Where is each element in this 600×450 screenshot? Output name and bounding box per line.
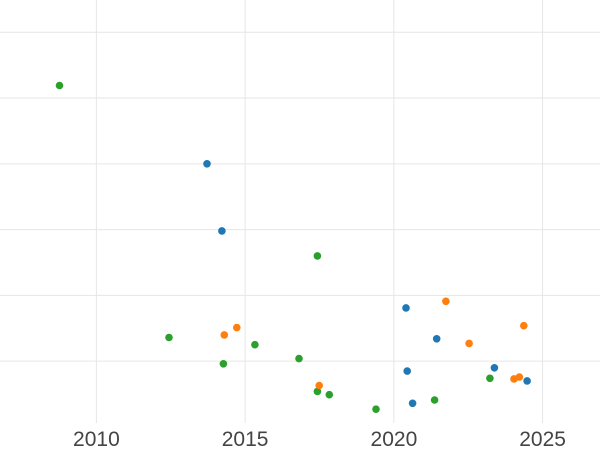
data-point-series-green bbox=[295, 354, 303, 363]
data-point-series-green bbox=[430, 396, 439, 404]
data-point-series-orange bbox=[442, 297, 450, 306]
data-point-series-green bbox=[486, 374, 494, 383]
x-tick-label: 2010 bbox=[73, 428, 120, 450]
x-tick-label: 2020 bbox=[371, 428, 418, 450]
data-point-series-blue bbox=[490, 364, 499, 372]
data-point-series-orange bbox=[465, 339, 473, 348]
data-point-series-blue bbox=[432, 335, 441, 343]
data-point-series-green bbox=[165, 333, 173, 342]
data-point-series-green bbox=[325, 390, 334, 399]
data-point-series-green bbox=[251, 340, 259, 349]
data-point-series-orange bbox=[520, 321, 528, 330]
data-point-series-blue bbox=[218, 227, 226, 235]
data-point-series-blue bbox=[523, 377, 531, 385]
data-point-series-green bbox=[372, 405, 380, 414]
data-point-series-blue bbox=[402, 304, 410, 312]
data-point-series-blue bbox=[408, 399, 417, 408]
data-point-series-blue bbox=[403, 367, 412, 375]
data-point-series-orange bbox=[233, 323, 241, 332]
data-point-series-green bbox=[313, 252, 322, 260]
data-point-series-green bbox=[219, 360, 228, 368]
data-point-series-orange bbox=[315, 381, 324, 390]
data-point-series-blue bbox=[203, 160, 211, 168]
x-tick-label: 2015 bbox=[222, 428, 269, 450]
data-point-series-orange bbox=[220, 331, 229, 339]
data-point-series-orange bbox=[515, 373, 524, 381]
x-tick-label: 2025 bbox=[519, 428, 566, 450]
data-point-series-green bbox=[55, 81, 64, 90]
data-point-series-green bbox=[313, 387, 322, 396]
